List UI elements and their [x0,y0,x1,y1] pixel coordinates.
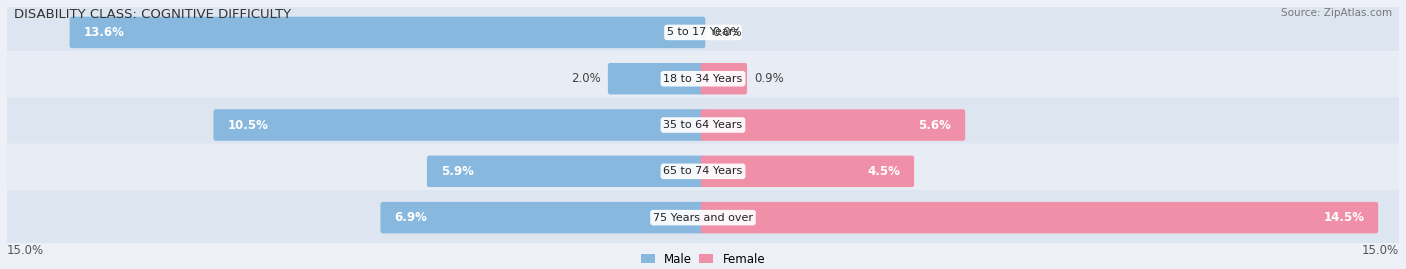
Text: 15.0%: 15.0% [7,245,44,257]
Text: 15.0%: 15.0% [1362,245,1399,257]
Text: 65 to 74 Years: 65 to 74 Years [664,166,742,176]
Text: 14.5%: 14.5% [1323,211,1364,224]
FancyBboxPatch shape [700,109,965,141]
Legend: Male, Female: Male, Female [641,253,765,266]
Text: DISABILITY CLASS: COGNITIVE DIFFICULTY: DISABILITY CLASS: COGNITIVE DIFFICULTY [14,8,291,21]
Text: 4.5%: 4.5% [868,165,900,178]
Text: 18 to 34 Years: 18 to 34 Years [664,74,742,84]
FancyBboxPatch shape [607,63,706,94]
Text: 6.9%: 6.9% [395,211,427,224]
Text: 2.0%: 2.0% [571,72,600,85]
Text: 5.9%: 5.9% [441,165,474,178]
Text: 5.6%: 5.6% [918,119,952,132]
Text: Source: ZipAtlas.com: Source: ZipAtlas.com [1281,8,1392,18]
Text: 13.6%: 13.6% [83,26,124,39]
FancyBboxPatch shape [69,17,706,48]
Text: 75 Years and over: 75 Years and over [652,213,754,223]
FancyBboxPatch shape [1,190,1405,245]
Text: 35 to 64 Years: 35 to 64 Years [664,120,742,130]
FancyBboxPatch shape [427,155,706,187]
Text: 0.0%: 0.0% [713,26,742,39]
FancyBboxPatch shape [381,202,706,233]
FancyBboxPatch shape [1,97,1405,153]
FancyBboxPatch shape [1,144,1405,199]
Text: 5 to 17 Years: 5 to 17 Years [666,27,740,37]
FancyBboxPatch shape [1,51,1405,107]
FancyBboxPatch shape [700,63,747,94]
Text: 0.9%: 0.9% [754,72,783,85]
FancyBboxPatch shape [700,155,914,187]
FancyBboxPatch shape [1,5,1405,60]
Text: 10.5%: 10.5% [228,119,269,132]
FancyBboxPatch shape [214,109,706,141]
FancyBboxPatch shape [700,202,1378,233]
